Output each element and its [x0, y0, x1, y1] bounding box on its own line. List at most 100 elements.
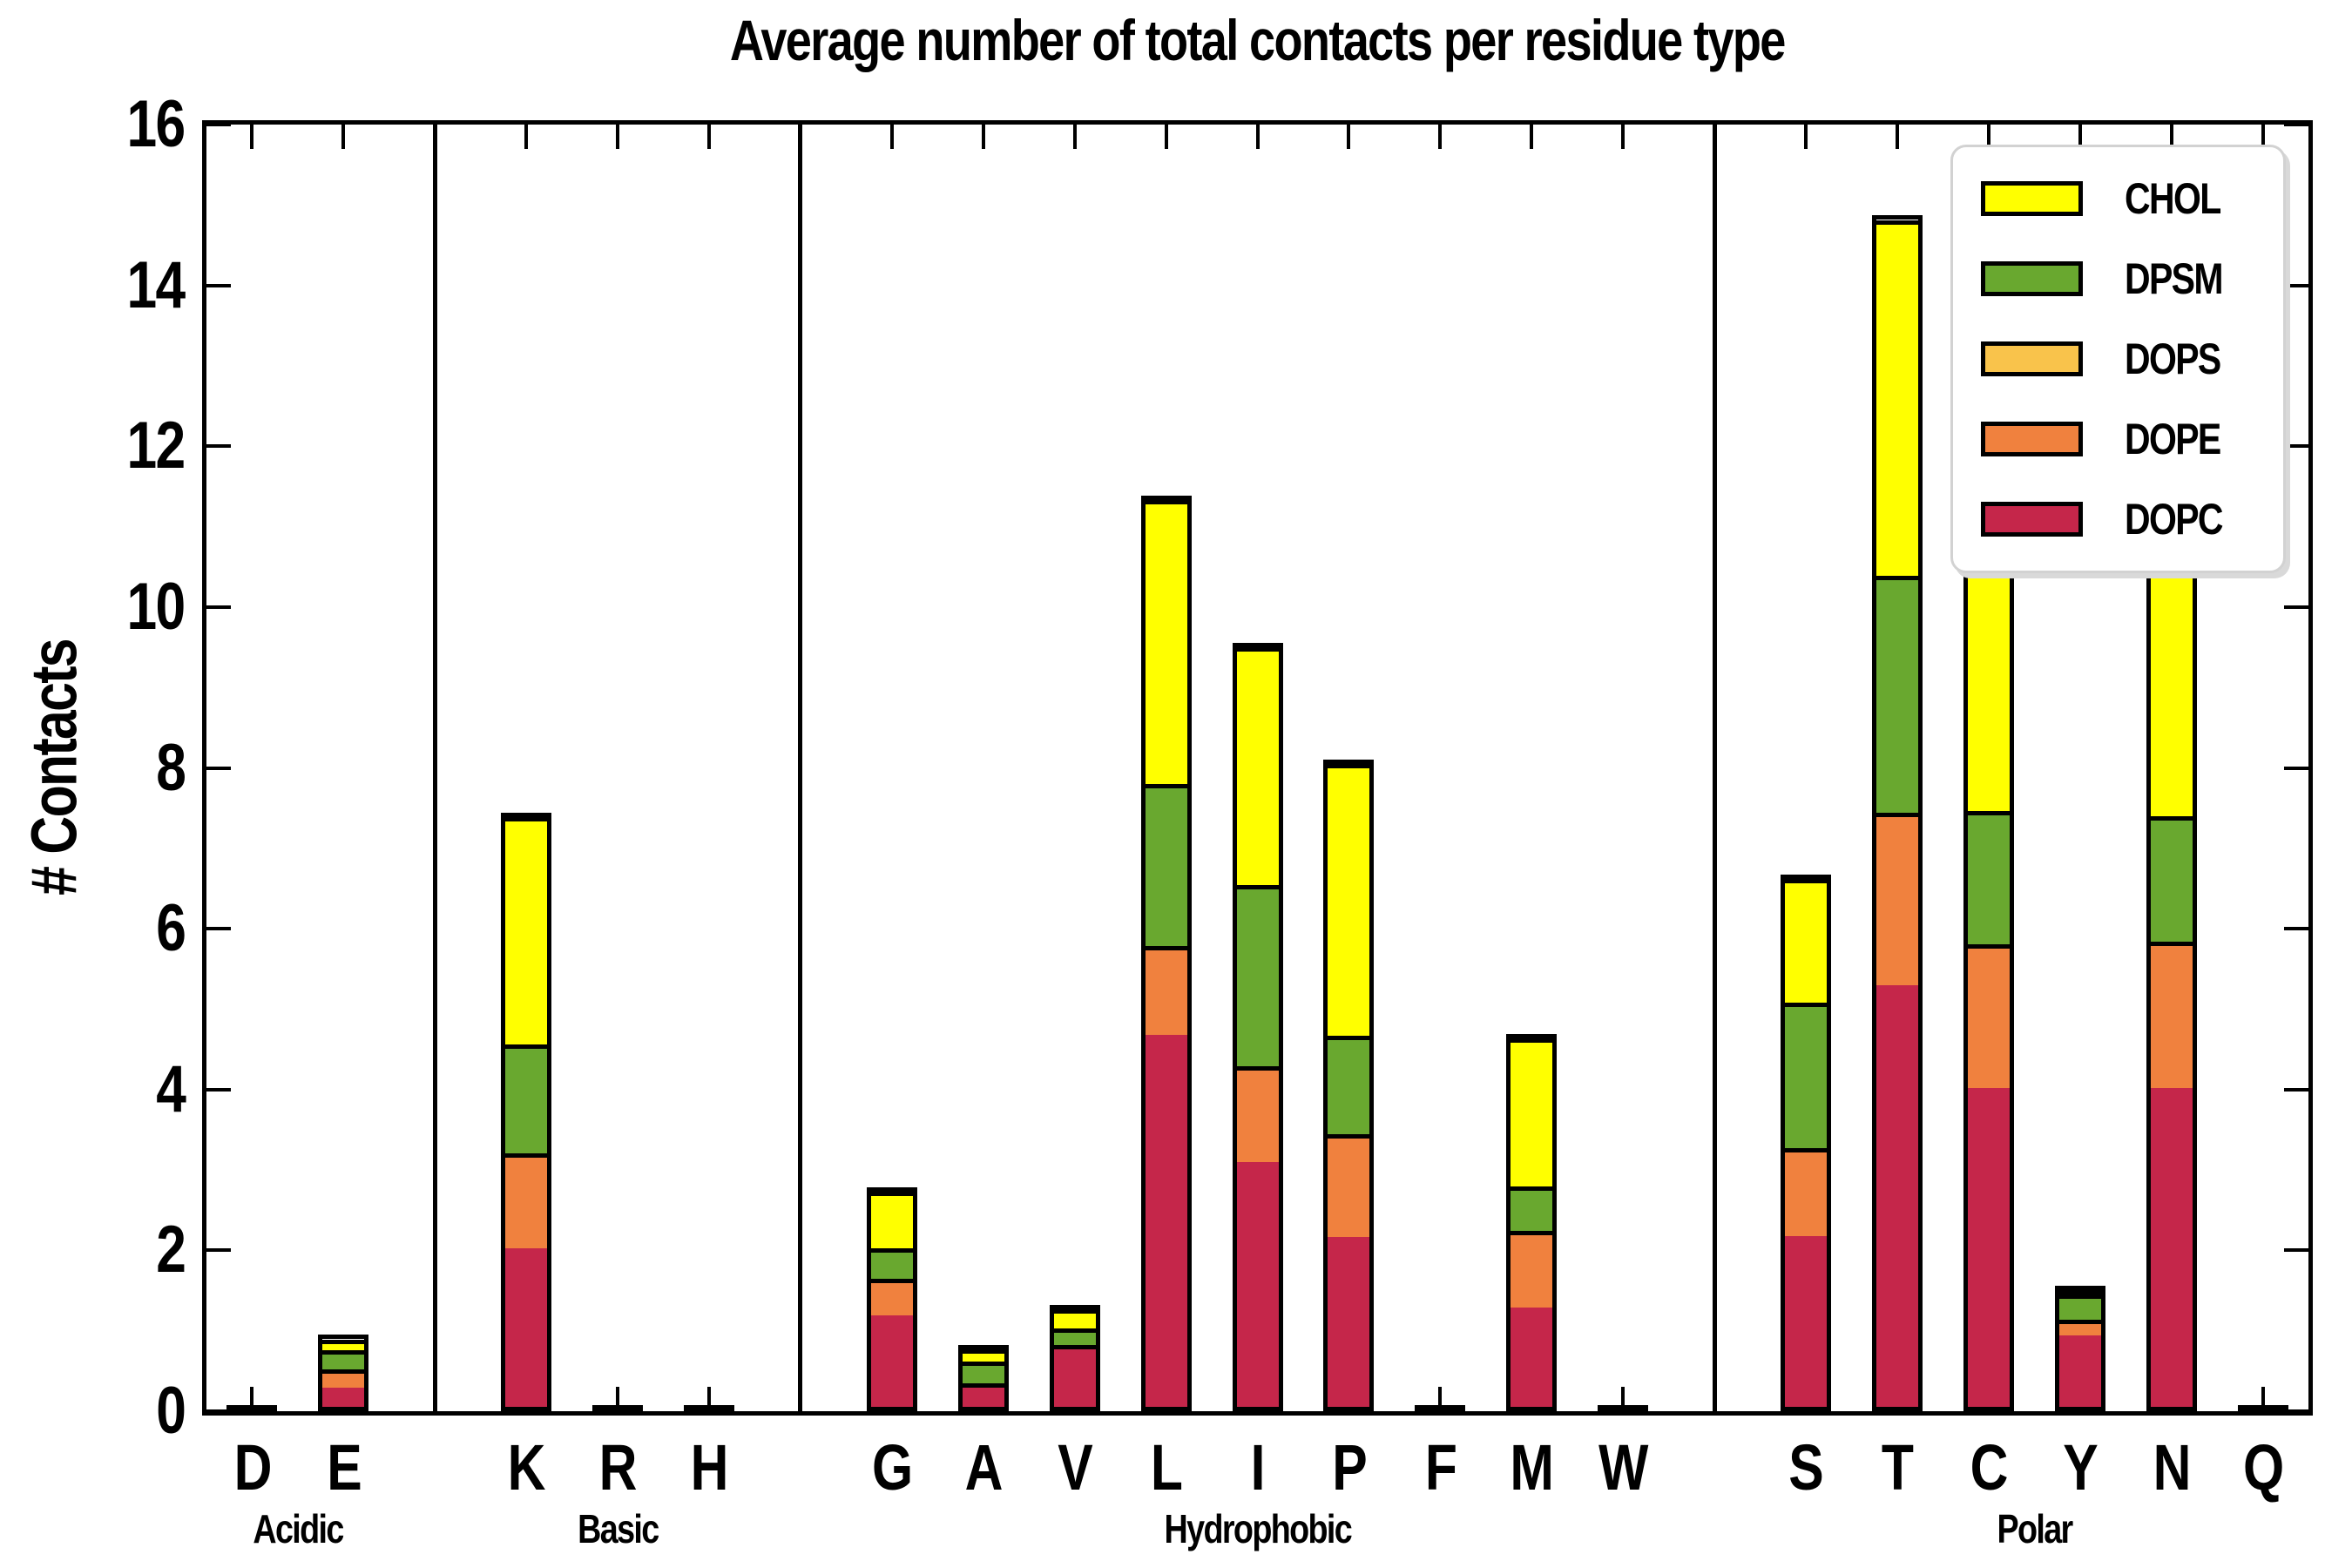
- bar-segment-T-DOPC: [1876, 985, 1918, 1407]
- x-tick-top-19: [1986, 125, 1990, 149]
- bar-segment-T-CHOL: [1876, 220, 1918, 577]
- x-label-L: L: [1097, 1436, 1236, 1500]
- x-label-text-E: E: [326, 1431, 362, 1504]
- bar-P: [1323, 759, 1375, 1411]
- legend-label-dope: DOPE: [2125, 417, 2241, 461]
- bar-Y: [2054, 1286, 2105, 1411]
- y-tick-right-16: [2284, 123, 2308, 126]
- x-label-A: A: [914, 1436, 1053, 1500]
- y-tick-label-12: 12: [45, 413, 186, 479]
- bar-segment-E-CHOL: [322, 1339, 365, 1350]
- bar-segment-K-DPSM: [505, 1044, 548, 1154]
- x-label-D: D: [182, 1436, 321, 1500]
- bar-segment-S-DOPE: [1784, 1147, 1827, 1237]
- bar-segment-Y-DOPE: [2058, 1320, 2101, 1335]
- bar-segment-L-DOPC: [1145, 1034, 1187, 1407]
- legend-swatch-dope: [1980, 422, 2083, 456]
- x-label-text-C: C: [1970, 1431, 2009, 1504]
- bar-C: [1963, 544, 2014, 1411]
- group-divider-2: [798, 125, 803, 1411]
- x-tick-top-1: [341, 125, 346, 149]
- y-tick-label-text-16: 16: [126, 87, 186, 161]
- bar-segment-S-DOPC: [1784, 1236, 1827, 1407]
- bar-segment-T-DOPE: [1876, 812, 1918, 986]
- x-tick-top-12: [1347, 125, 1351, 149]
- x-tick-top-22: [2261, 125, 2265, 149]
- x-label-text-T: T: [1882, 1431, 1914, 1504]
- x-label-text-H: H: [690, 1431, 729, 1504]
- y-tick-label-text-14: 14: [126, 247, 186, 322]
- x-label-I: I: [1188, 1436, 1328, 1500]
- x-label-R: R: [548, 1436, 687, 1500]
- bar-segment-A-DOPC: [962, 1387, 1004, 1407]
- x-tick-top-5: [707, 125, 712, 149]
- x-label-P: P: [1279, 1436, 1418, 1500]
- x-label-text-W: W: [1598, 1431, 1648, 1504]
- bar-segment-S-CHOL: [1784, 879, 1827, 1003]
- y-tick-label-text-4: 4: [155, 1051, 186, 1126]
- group-label-basic: Basic: [435, 1509, 801, 1549]
- y-tick-left-14: [206, 283, 231, 287]
- bar-segment-I-DOPC: [1236, 1162, 1279, 1407]
- group-divider-1: [432, 125, 437, 1411]
- bar-segment-P-DOPC: [1328, 1237, 1370, 1407]
- bar-segment-Y-DPSM: [2058, 1294, 2101, 1321]
- legend-label-text-dops: DOPS: [2124, 335, 2221, 383]
- group-label-text-polar: Polar: [1997, 1506, 2073, 1551]
- y-tick-label-text-8: 8: [155, 730, 186, 805]
- legend-item-chol: CHOL: [1980, 177, 2243, 220]
- y-tick-label-text-0: 0: [155, 1374, 186, 1448]
- legend-label-text-dpsm: DPSM: [2124, 254, 2224, 303]
- y-tick-label-16: 16: [45, 87, 186, 161]
- bar-segment-Y-CHOL: [2058, 1290, 2101, 1295]
- x-tick-top-17: [1803, 125, 1808, 149]
- bar-segment-P-DOPE: [1328, 1134, 1370, 1238]
- bar-segment-L-CHOL: [1145, 499, 1187, 784]
- bar-W: [1598, 1405, 1649, 1411]
- x-tick-top-21: [2169, 125, 2173, 149]
- bar-segment-E-DPSM: [322, 1349, 365, 1369]
- x-tick-bottom-H: [707, 1387, 712, 1411]
- x-tick-top-15: [1621, 125, 1625, 149]
- bar-R: [592, 1405, 644, 1411]
- x-label-text-Q: Q: [2242, 1431, 2284, 1504]
- bar-segment-C-DOPC: [1967, 1087, 2010, 1407]
- bar-segment-V-DOPE: [1053, 1344, 1096, 1350]
- bar-T: [1871, 215, 1923, 1411]
- legend: CHOL DPSM DOPS DOPE DOPC: [1950, 145, 2286, 573]
- x-tick-top-10: [1164, 125, 1168, 149]
- bar-F: [1415, 1405, 1466, 1411]
- x-tick-bottom-Q: [2261, 1387, 2265, 1411]
- legend-label-text-dopc: DOPC: [2124, 495, 2224, 544]
- bar-segment-V-DPSM: [1053, 1328, 1096, 1345]
- x-tick-bottom-D: [250, 1387, 254, 1411]
- group-label-hydrophobic: Hydrophobic: [1075, 1509, 1441, 1549]
- bar-segment-M-DPSM: [1511, 1186, 1553, 1231]
- y-tick-label-text-6: 6: [155, 891, 186, 966]
- y-tick-right-4: [2284, 1087, 2308, 1092]
- bar-L: [1140, 495, 1192, 1411]
- y-tick-left-10: [206, 605, 231, 609]
- x-label-S: S: [1736, 1436, 1876, 1500]
- x-label-text-F: F: [1424, 1431, 1457, 1504]
- bar-segment-M-DOPC: [1511, 1307, 1553, 1407]
- x-label-text-V: V: [1058, 1431, 1092, 1504]
- x-label-C: C: [1919, 1436, 2058, 1500]
- y-tick-label-text-10: 10: [126, 569, 186, 644]
- y-tick-right-14: [2284, 283, 2308, 287]
- bar-segment-K-DOPE: [505, 1153, 548, 1249]
- y-tick-label-4: 4: [45, 1051, 186, 1126]
- bar-segment-N-CHOL: [2150, 541, 2193, 817]
- bar-D: [226, 1405, 278, 1411]
- x-label-M: M: [1462, 1436, 1601, 1500]
- x-label-Y: Y: [2011, 1436, 2150, 1500]
- bar-segment-P-DPSM: [1328, 1036, 1370, 1135]
- legend-item-dpsm: DPSM: [1980, 254, 2243, 303]
- bar-N: [2146, 537, 2197, 1411]
- bar-segment-G-CHOL: [870, 1191, 913, 1249]
- legend-label-text-dope: DOPE: [2124, 415, 2221, 463]
- bar-segment-K-DOPC: [505, 1248, 548, 1407]
- x-label-H: H: [639, 1436, 779, 1500]
- x-label-text-P: P: [1331, 1431, 1367, 1504]
- x-label-text-A: A: [964, 1431, 1004, 1504]
